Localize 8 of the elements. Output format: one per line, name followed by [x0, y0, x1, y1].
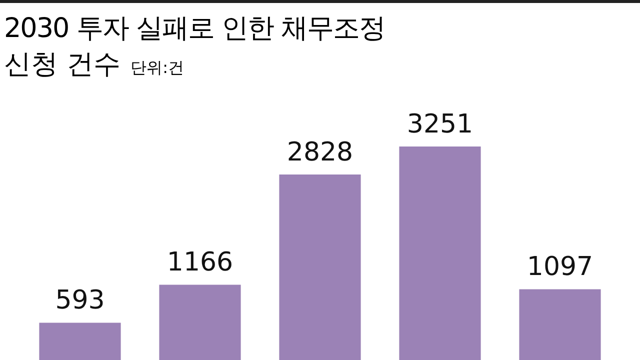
data-label: 2828: [286, 137, 354, 168]
data-label: 593: [55, 285, 105, 316]
chart-title: 2030 투자 실패로 인한 채무조정: [4, 12, 386, 46]
data-label: 1097: [526, 252, 594, 282]
text: 단위:건: [130, 58, 184, 77]
data-label: 1166: [166, 247, 234, 278]
chart-subtitle: 신청 건수: [4, 49, 121, 80]
data-label: 3251: [406, 109, 474, 140]
